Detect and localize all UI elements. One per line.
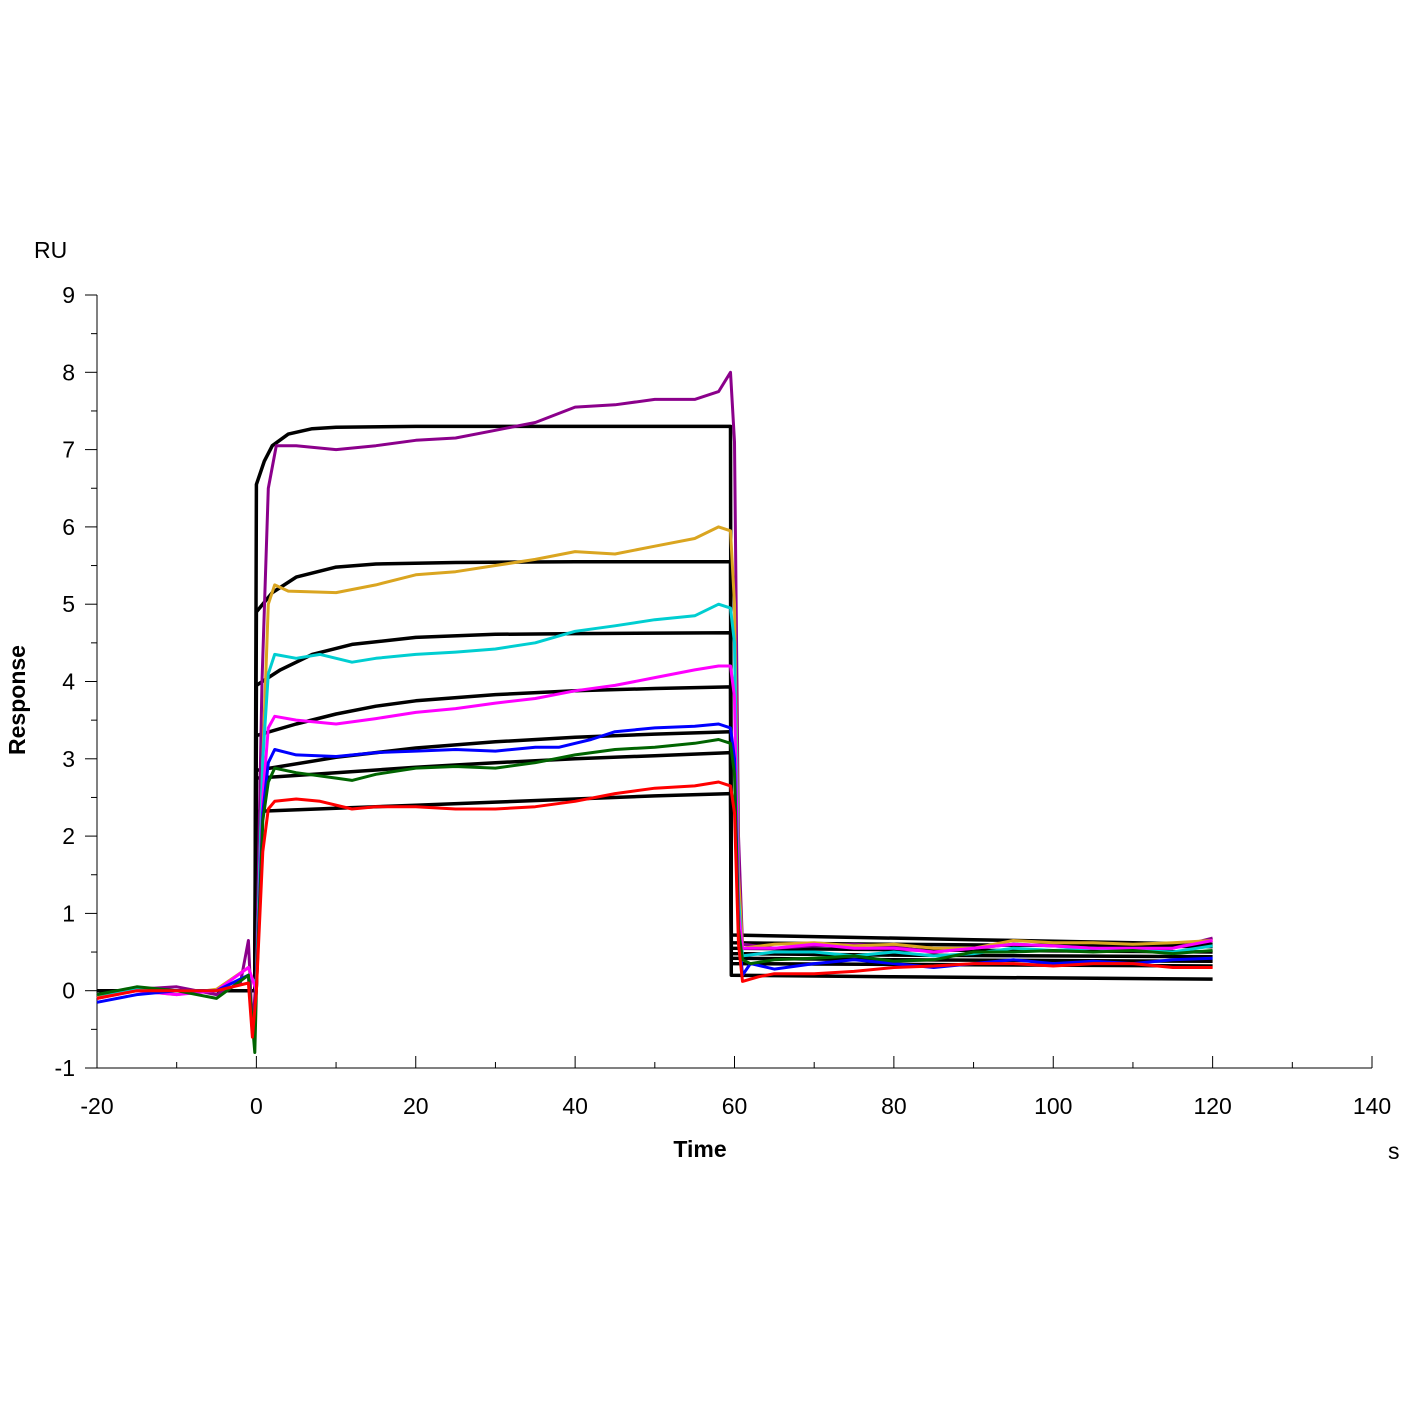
x-tick-label: 140 — [1353, 1093, 1391, 1119]
x-tick-label: 20 — [403, 1093, 429, 1119]
y-tick-label: 5 — [62, 591, 75, 617]
x-tick-label: 0 — [250, 1093, 263, 1119]
y-tick-label: 8 — [62, 359, 75, 385]
axes: -20 0 20 40 60 80 100 120 140 -1 0 1 2 3 4 5 6 7 8 9 — [55, 282, 1392, 1119]
x-unit-label: s — [1388, 1138, 1400, 1164]
y-tick-label: 1 — [62, 900, 75, 926]
y-tick-label: 3 — [62, 746, 75, 772]
y-tick-label: 9 — [62, 282, 75, 308]
y-axis-title: Response — [4, 645, 30, 755]
data-series — [96, 370, 1213, 1054]
data-series-line-4 — [96, 664, 1213, 1000]
x-tick-label: 80 — [881, 1093, 907, 1119]
x-axis-title: Time — [673, 1136, 726, 1162]
y-unit-label: RU — [34, 237, 67, 263]
y-tick-label: 6 — [62, 514, 75, 540]
x-tick-label: -20 — [80, 1093, 113, 1119]
y-tick-label: -1 — [55, 1055, 75, 1081]
fit-curve-line-1 — [97, 424, 1213, 993]
x-tick-label: 100 — [1034, 1093, 1072, 1119]
y-tick-label: 2 — [62, 823, 75, 849]
y-tick-label: 4 — [62, 669, 75, 695]
x-tick-label: 40 — [562, 1093, 588, 1119]
x-tick-label: 60 — [722, 1093, 748, 1119]
x-tick-label: 120 — [1193, 1093, 1231, 1119]
data-series-line-7 — [96, 780, 1213, 1039]
y-tick-label: 0 — [62, 978, 75, 1004]
y-tick-label: 7 — [62, 437, 75, 463]
